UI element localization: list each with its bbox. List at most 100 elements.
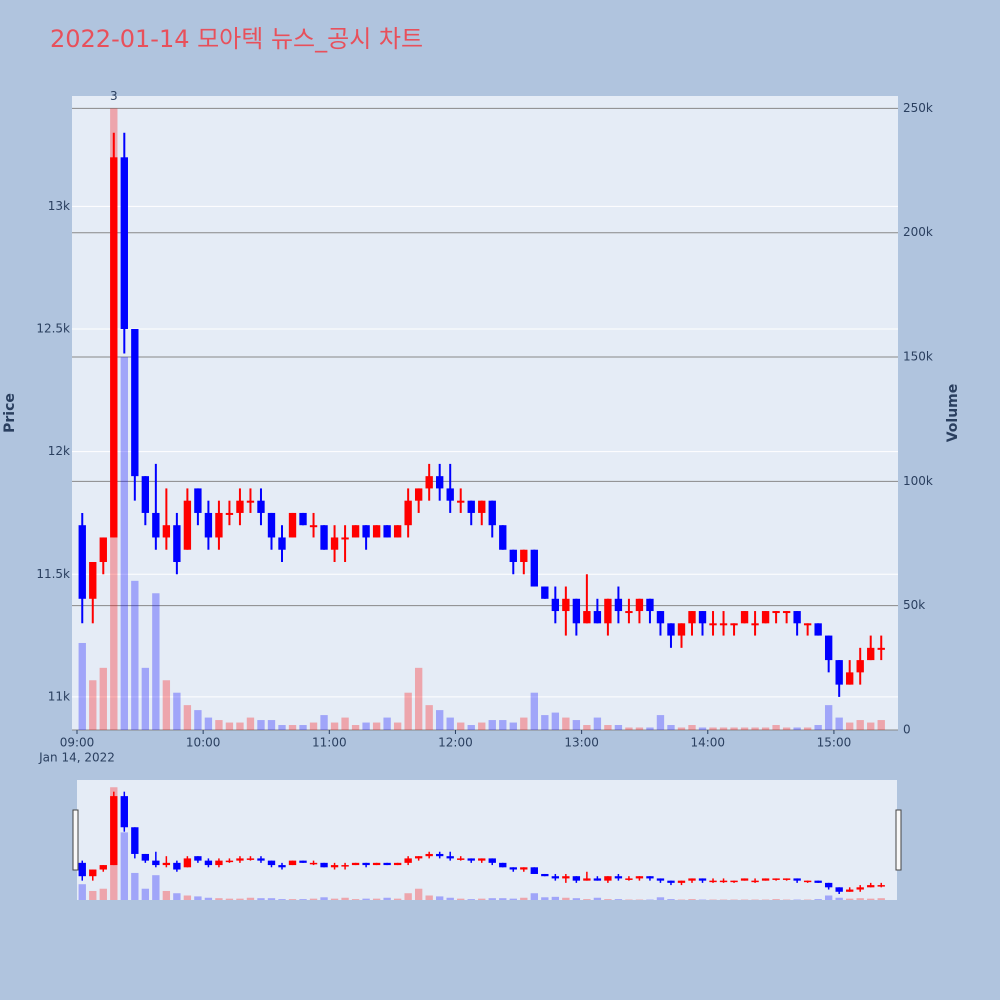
candle-body (467, 500, 475, 513)
mini-volume-bar (404, 893, 412, 900)
mini-candle-body (152, 860, 160, 866)
x-axis-date: Jan 14, 2022 (38, 751, 115, 765)
mini-candle-body (604, 876, 612, 881)
mini-volume-bar (846, 898, 854, 900)
mini-candle-body (131, 827, 139, 854)
mini-volume-bar (877, 898, 885, 900)
mini-candle-body (635, 876, 644, 879)
volume-bar (688, 725, 696, 730)
candle-body (614, 598, 623, 612)
volume-bar (78, 642, 86, 730)
mini-candle-body (425, 853, 433, 857)
mini-candle-body (740, 878, 749, 881)
candle-body (709, 623, 717, 626)
mini-candle-body (457, 858, 465, 860)
mini-candle-body (194, 856, 202, 861)
y2-axis-title: Volume (945, 384, 961, 443)
candle-body (856, 660, 864, 673)
candle-body (541, 586, 549, 599)
candle-body (341, 537, 349, 540)
volume-bar (740, 727, 749, 730)
mini-candle-body (404, 858, 412, 863)
y2-tick-label: 150k (903, 350, 933, 364)
mini-volume-bar (824, 895, 833, 900)
mini-volume-bar (867, 898, 875, 900)
range-slider (77, 780, 897, 900)
mini-candle-body (446, 856, 454, 859)
volume-bar (583, 725, 591, 730)
candle-body (562, 598, 570, 612)
candle-body (404, 500, 412, 526)
volume-bar (446, 717, 454, 730)
volume-bar (646, 727, 654, 730)
candle-body (162, 525, 171, 538)
candle-body (740, 611, 749, 624)
candle-body (436, 476, 444, 489)
volume-bar (204, 717, 213, 730)
mini-volume-bar (372, 898, 381, 900)
mini-volume-bar (667, 899, 675, 900)
volume-bar (393, 722, 402, 730)
mini-volume-bar (131, 872, 139, 900)
candle-body (309, 525, 318, 528)
mini-candle-body (162, 862, 171, 866)
mini-candle-body (299, 860, 307, 863)
mini-volume-bar (320, 897, 328, 900)
mini-candle-body (867, 885, 875, 888)
mini-volume-bar (562, 897, 570, 900)
y-tick-label: 11k (48, 689, 70, 703)
candle-body (877, 647, 885, 650)
mini-volume-bar (267, 898, 276, 900)
mini-volume-bar (78, 884, 86, 900)
candle-body (593, 611, 602, 624)
mini-candle-body (520, 867, 528, 870)
candle-body (656, 611, 665, 624)
mini-candle-body (288, 860, 297, 866)
volume-bar (236, 722, 244, 730)
volume-bar (141, 667, 150, 730)
volume-bar (278, 725, 286, 730)
candle-body (782, 611, 791, 614)
volume-bar (593, 717, 602, 730)
mini-candle-body (120, 796, 128, 828)
volume-bar (299, 725, 307, 730)
candle-body (793, 611, 801, 624)
range-handle[interactable] (895, 809, 902, 871)
volume-bar (625, 727, 633, 730)
mini-candle-body (730, 880, 738, 883)
mini-volume-bar (120, 832, 128, 900)
mini-candle-body (372, 862, 381, 866)
volume-bar (761, 727, 770, 730)
candle-body (204, 512, 213, 538)
mini-volume-bar (246, 897, 255, 900)
mini-volume-bar (288, 899, 297, 900)
mini-volume-bar (393, 898, 402, 900)
mini-candle-body (110, 796, 118, 866)
volume-bar (709, 727, 717, 730)
mini-volume-bar (351, 899, 360, 900)
volume-bar (162, 680, 171, 730)
mini-volume-bar (225, 898, 234, 900)
mini-volume-bar (362, 898, 370, 900)
candle-body (225, 512, 234, 515)
mini-volume-bar (173, 893, 181, 900)
range-handle[interactable] (72, 809, 79, 871)
volume-bar (824, 705, 833, 730)
mini-candle-body (478, 858, 486, 861)
volume-bar (246, 717, 255, 730)
x-tick-label: 13:00 (564, 736, 599, 750)
candle-body (803, 623, 812, 626)
mini-candle-body (351, 862, 360, 866)
volume-bar (530, 692, 538, 730)
mini-candle-body (467, 858, 475, 861)
candle-body (152, 512, 160, 538)
candle-body (173, 525, 181, 562)
mini-candle-body (78, 862, 86, 877)
volume-bar (604, 725, 612, 730)
candle-body (698, 611, 707, 624)
volume-bar (341, 717, 349, 730)
mini-candle-body (330, 865, 339, 868)
mini-volume-bar (509, 898, 517, 900)
mini-volume-bar (499, 898, 507, 900)
volume-bar (520, 717, 528, 730)
